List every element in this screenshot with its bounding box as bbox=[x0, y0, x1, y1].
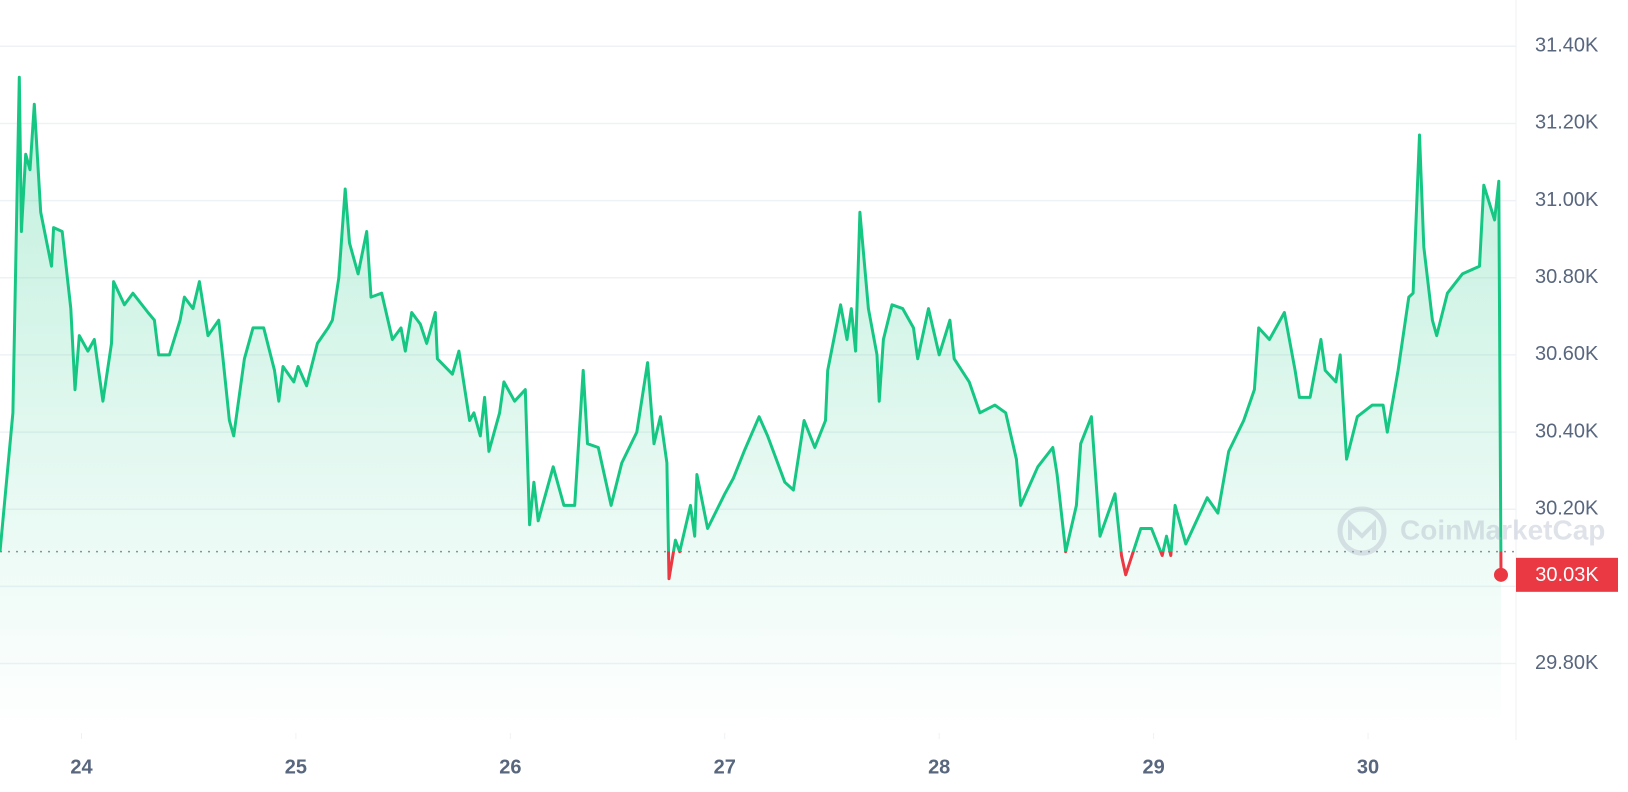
y-tick-label: 30.40K bbox=[1535, 420, 1599, 442]
y-tick-label: 31.20K bbox=[1535, 112, 1599, 134]
x-tick-label: 25 bbox=[285, 756, 307, 778]
x-tick-label: 27 bbox=[714, 756, 736, 778]
current-label: 30.03K bbox=[1535, 564, 1599, 586]
price-line bbox=[0, 75, 1503, 581]
y-tick-label: 30.20K bbox=[1535, 498, 1599, 520]
current-dot bbox=[1493, 567, 1508, 582]
watermark: CoinMarketCap bbox=[1337, 506, 1605, 556]
x-tick-label: 24 bbox=[70, 756, 93, 778]
watermark-text: CoinMarketCap bbox=[1400, 514, 1605, 545]
y-tick-label: 29.80K bbox=[1535, 652, 1599, 674]
x-tick-label: 30 bbox=[1357, 756, 1379, 778]
y-tick-label: 31.40K bbox=[1535, 35, 1599, 57]
x-tick-label: 29 bbox=[1142, 756, 1164, 778]
current-label-bg bbox=[1516, 557, 1618, 592]
x-tick-label: 28 bbox=[928, 756, 950, 778]
price-area bbox=[0, 77, 1501, 733]
y-tick-label: 31.00K bbox=[1535, 189, 1599, 211]
x-tick-label: 26 bbox=[499, 756, 521, 778]
y-tick-label: 30.80K bbox=[1535, 266, 1599, 288]
y-tick-label: 30.60K bbox=[1535, 343, 1599, 365]
